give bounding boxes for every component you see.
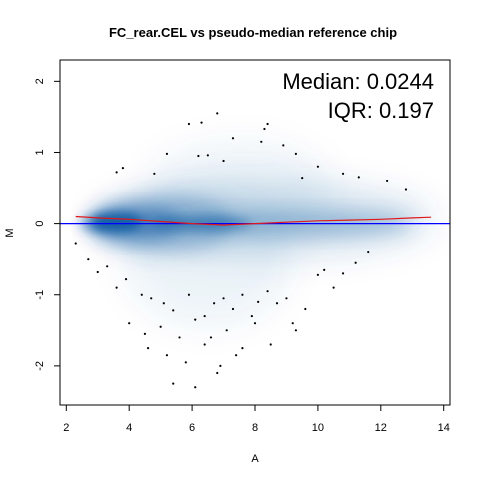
outlier-point xyxy=(354,261,357,264)
outlier-point xyxy=(153,172,156,175)
outlier-point xyxy=(301,176,304,180)
outlier-point xyxy=(213,302,216,305)
outlier-point xyxy=(216,112,219,115)
outlier-point xyxy=(209,336,213,339)
outlier-point xyxy=(316,273,320,276)
outlier-point xyxy=(367,250,370,254)
y-tick-label: 2 xyxy=(34,78,46,84)
outlier-point xyxy=(187,293,191,296)
outlier-point xyxy=(74,242,77,245)
outlier-point xyxy=(282,144,285,147)
outlier-point xyxy=(385,179,389,183)
outlier-point xyxy=(225,329,228,332)
density-cloud xyxy=(78,141,432,327)
outlier-point xyxy=(341,172,345,175)
outlier-point xyxy=(197,154,200,158)
outlier-point xyxy=(316,165,320,168)
outlier-point xyxy=(124,277,128,281)
outlier-point xyxy=(121,167,125,170)
outlier-points xyxy=(74,112,408,389)
outlier-point xyxy=(241,346,244,350)
outlier-point xyxy=(263,127,266,131)
y-tick-label: 0 xyxy=(34,221,46,227)
x-axis: 2 4 6 8 10 12 14 xyxy=(63,404,450,434)
outlier-point xyxy=(357,176,360,179)
outlier-point xyxy=(87,258,90,261)
outlier-point xyxy=(250,314,253,318)
outlier-point xyxy=(222,297,225,300)
y-axis: -2 -1 0 1 2 xyxy=(34,78,61,371)
x-axis-label: A xyxy=(251,453,259,465)
outlier-point xyxy=(162,302,165,305)
outlier-point xyxy=(404,188,408,191)
outlier-point xyxy=(194,386,197,389)
outlier-point xyxy=(200,121,203,124)
outlier-point xyxy=(115,286,118,289)
outlier-point xyxy=(323,268,326,271)
outlier-point xyxy=(146,346,150,350)
outlier-point xyxy=(291,322,294,325)
y-axis-label: M xyxy=(4,228,16,237)
outlier-point xyxy=(304,307,307,311)
x-tick-label: 2 xyxy=(63,422,69,434)
outlier-point xyxy=(235,354,238,357)
median-annotation: Median: 0.0244 xyxy=(282,69,434,94)
outlier-point xyxy=(206,154,209,157)
outlier-point xyxy=(257,300,260,303)
outlier-point xyxy=(231,137,235,140)
outlier-point xyxy=(172,309,175,312)
outlier-point xyxy=(106,265,109,268)
y-tick-label: -1 xyxy=(34,290,46,300)
outlier-point xyxy=(165,354,169,357)
outlier-point xyxy=(219,364,222,367)
x-tick-label: 12 xyxy=(375,422,387,434)
outlier-point xyxy=(253,322,257,325)
outlier-point xyxy=(266,290,269,293)
outlier-point xyxy=(275,302,279,305)
outlier-point xyxy=(294,329,297,332)
y-tick-label: -2 xyxy=(34,361,46,371)
outlier-point xyxy=(266,122,269,126)
outlier-point xyxy=(194,318,197,321)
outlier-point xyxy=(184,361,187,364)
x-tick-label: 4 xyxy=(126,422,132,434)
y-tick-label: 1 xyxy=(34,149,46,155)
outlier-point xyxy=(172,382,175,385)
outlier-point xyxy=(332,286,335,289)
x-tick-label: 14 xyxy=(438,422,450,434)
outlier-point xyxy=(231,307,235,311)
outlier-point xyxy=(96,270,99,274)
outlier-point xyxy=(341,272,345,275)
outlier-point xyxy=(203,343,206,346)
x-tick-label: 6 xyxy=(189,422,195,434)
outlier-point xyxy=(241,293,244,296)
x-tick-label: 10 xyxy=(312,422,324,434)
outlier-point xyxy=(143,332,147,335)
outlier-point xyxy=(140,293,143,296)
outlier-point xyxy=(269,343,272,346)
outlier-point xyxy=(216,371,219,375)
outlier-point xyxy=(165,152,169,155)
outlier-point xyxy=(178,336,181,339)
iqr-annotation: IQR: 0.197 xyxy=(328,98,434,123)
chart-title: FC_rear.CEL vs pseudo-median reference c… xyxy=(109,25,397,40)
outlier-point xyxy=(150,297,153,300)
outlier-point xyxy=(222,159,225,163)
outlier-point xyxy=(203,314,206,318)
outlier-point xyxy=(128,322,131,325)
outlier-point xyxy=(294,152,297,155)
outlier-point xyxy=(260,140,263,143)
outlier-point xyxy=(187,122,191,126)
outlier-point xyxy=(285,297,288,300)
outlier-point xyxy=(115,171,118,174)
x-tick-label: 8 xyxy=(252,422,258,434)
loess-fit-line xyxy=(75,215,432,226)
outlier-point xyxy=(159,325,162,328)
